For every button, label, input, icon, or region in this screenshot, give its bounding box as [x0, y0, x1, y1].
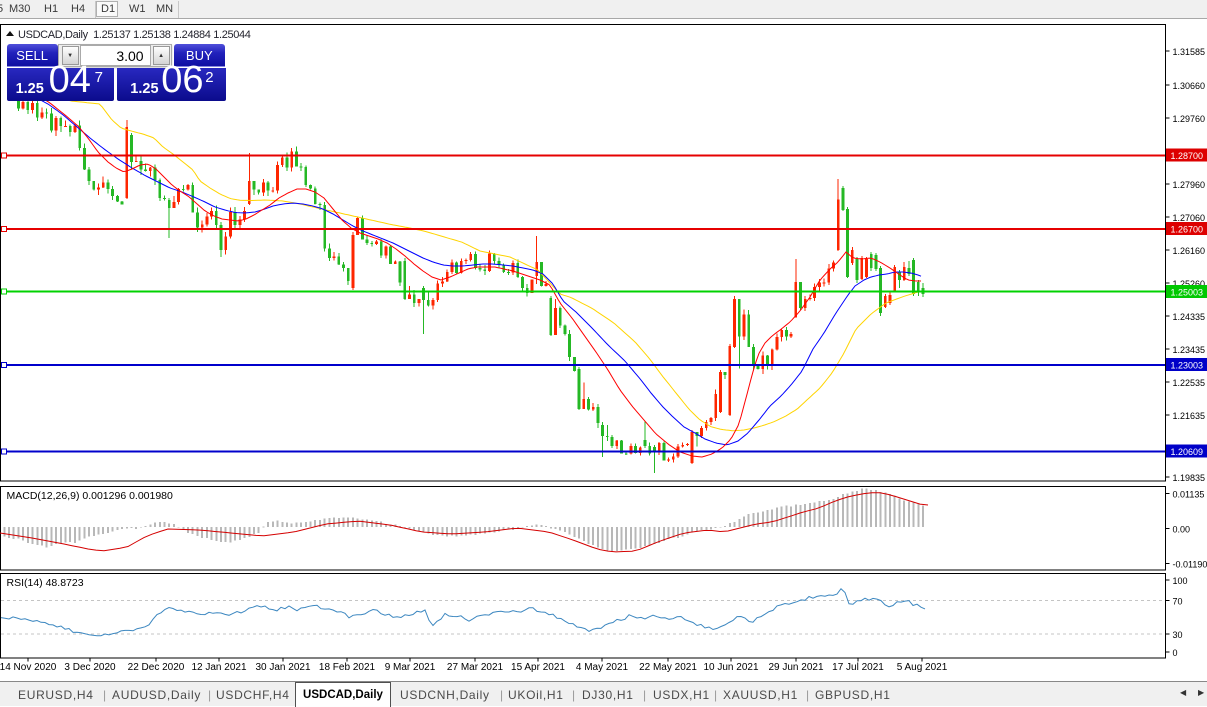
svg-text:10 Jun 2021: 10 Jun 2021	[703, 662, 758, 673]
svg-text:1.29760: 1.29760	[1173, 114, 1206, 124]
svg-text:1.27960: 1.27960	[1173, 180, 1206, 190]
svg-text:3 Dec 2020: 3 Dec 2020	[64, 662, 116, 673]
svg-text:29 Jun 2021: 29 Jun 2021	[768, 662, 823, 673]
svg-text:1.31585: 1.31585	[1173, 47, 1206, 57]
svg-text:1.25003: 1.25003	[1171, 288, 1204, 298]
svg-text:12 Jan 2021: 12 Jan 2021	[191, 662, 246, 673]
svg-text:-0.01190: -0.01190	[1173, 560, 1207, 570]
svg-text:14 Nov 2020: 14 Nov 2020	[0, 662, 57, 673]
svg-text:0: 0	[1173, 648, 1178, 658]
svg-text:22 May 2021: 22 May 2021	[639, 662, 697, 673]
svg-text:9 Mar 2021: 9 Mar 2021	[385, 662, 436, 673]
svg-text:1.26160: 1.26160	[1173, 246, 1206, 256]
svg-text:1.26700: 1.26700	[1171, 225, 1204, 235]
svg-text:15 Apr 2021: 15 Apr 2021	[511, 662, 565, 673]
svg-text:5 Aug 2021: 5 Aug 2021	[897, 662, 948, 673]
svg-text:4 May 2021: 4 May 2021	[576, 662, 629, 673]
svg-text:18 Feb 2021: 18 Feb 2021	[319, 662, 376, 673]
svg-text:1.27060: 1.27060	[1173, 213, 1206, 223]
svg-text:30 Jan 2021: 30 Jan 2021	[255, 662, 310, 673]
svg-text:17 Jul 2021: 17 Jul 2021	[832, 662, 884, 673]
svg-text:RSI(14) 48.8723: RSI(14) 48.8723	[7, 577, 84, 589]
svg-text:27 Mar 2021: 27 Mar 2021	[447, 662, 504, 673]
svg-text:0.01135: 0.01135	[1173, 490, 1205, 500]
svg-text:1.20609: 1.20609	[1171, 447, 1204, 457]
svg-text:100: 100	[1173, 576, 1188, 586]
svg-text:0.00: 0.00	[1173, 525, 1191, 535]
svg-text:1.21635: 1.21635	[1173, 411, 1206, 421]
svg-text:1.28700: 1.28700	[1171, 151, 1204, 161]
svg-text:1.19835: 1.19835	[1173, 473, 1206, 483]
svg-text:MACD(12,26,9) 0.001296 0.00198: MACD(12,26,9) 0.001296 0.001980	[7, 490, 174, 502]
svg-text:1.24335: 1.24335	[1173, 312, 1206, 322]
svg-text:1.23435: 1.23435	[1173, 345, 1206, 355]
svg-text:22 Dec 2020: 22 Dec 2020	[128, 662, 185, 673]
svg-text:1.22535: 1.22535	[1173, 378, 1206, 388]
svg-text:70: 70	[1173, 597, 1183, 607]
svg-text:1.23003: 1.23003	[1171, 361, 1204, 371]
svg-text:30: 30	[1173, 630, 1183, 640]
svg-text:1.30660: 1.30660	[1173, 81, 1206, 91]
